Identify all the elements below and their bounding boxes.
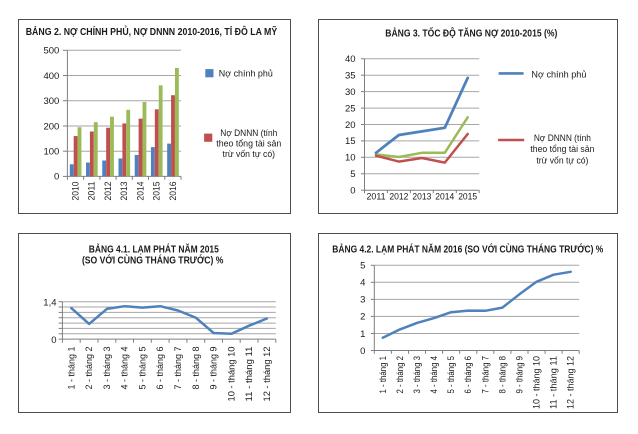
svg-text:3 - tháng 3: 3 - tháng 3 <box>102 347 112 390</box>
svg-text:trừ vốn tự có): trừ vốn tự có) <box>536 156 588 167</box>
svg-text:BẢNG 4.1. LẠM PHÁT NĂM 2015: BẢNG 4.1. LẠM PHÁT NĂM 2015 <box>89 243 219 256</box>
svg-text:11 - tháng 11: 11 - tháng 11 <box>549 356 559 409</box>
svg-text:10 - tháng 10: 10 - tháng 10 <box>532 356 542 409</box>
svg-text:0: 0 <box>350 186 355 197</box>
svg-text:2012: 2012 <box>389 191 408 202</box>
svg-text:2 - tháng 2: 2 - tháng 2 <box>84 347 94 390</box>
svg-text:2016: 2016 <box>168 182 178 201</box>
svg-text:BẢNG 4.2. LẠM PHÁT NĂM 2016 (S: BẢNG 4.2. LẠM PHÁT NĂM 2016 (SO VỚI CÙNG… <box>332 242 603 255</box>
svg-text:trừ vốn tự có): trừ vốn tự có) <box>223 149 276 160</box>
svg-text:25: 25 <box>345 103 356 114</box>
svg-text:8 - tháng 8: 8 - tháng 8 <box>497 356 507 394</box>
svg-text:2 - tháng 2: 2 - tháng 2 <box>395 356 405 394</box>
svg-text:BẢNG 2. NỢ CHÍNH PHỦ, NỢ DNNN: BẢNG 2. NỢ CHÍNH PHỦ, NỢ DNNN 2010-2016,… <box>26 25 278 38</box>
svg-text:500: 500 <box>43 46 59 57</box>
svg-text:12 - tháng 12: 12 - tháng 12 <box>566 356 576 409</box>
svg-text:2015: 2015 <box>152 182 162 201</box>
svg-text:1 - tháng 1: 1 - tháng 1 <box>66 347 76 390</box>
svg-text:2: 2 <box>360 312 365 323</box>
svg-text:1 - tháng 1: 1 - tháng 1 <box>378 356 388 394</box>
svg-text:1,4: 1,4 <box>43 298 56 309</box>
svg-text:2013: 2013 <box>412 191 431 202</box>
svg-text:0: 0 <box>360 346 365 357</box>
svg-text:10: 10 <box>345 153 356 164</box>
svg-text:3 - tháng 3: 3 - tháng 3 <box>412 356 422 394</box>
svg-text:7 - tháng 7: 7 - tháng 7 <box>480 356 490 394</box>
svg-text:Nợ DNNN (tính: Nợ DNNN (tính <box>534 133 591 144</box>
svg-text:7 - tháng 7: 7 - tháng 7 <box>173 347 183 390</box>
svg-text:20: 20 <box>345 120 356 131</box>
svg-text:2013: 2013 <box>119 182 129 201</box>
svg-text:2014: 2014 <box>135 182 145 201</box>
svg-text:9 - tháng 9: 9 - tháng 9 <box>209 347 219 390</box>
svg-text:Nợ DNNN (tính: Nợ DNNN (tính <box>220 128 277 139</box>
svg-text:5 - tháng 5: 5 - tháng 5 <box>446 356 456 394</box>
svg-text:2011: 2011 <box>367 191 386 202</box>
svg-text:theo tổng tài sản: theo tổng tài sản <box>530 144 594 155</box>
svg-text:4 - tháng 4: 4 - tháng 4 <box>120 347 130 390</box>
svg-text:9 - tháng 9: 9 - tháng 9 <box>514 356 524 394</box>
svg-text:400: 400 <box>43 71 59 82</box>
svg-text:30: 30 <box>345 87 356 98</box>
svg-text:(SO VỚI CÙNG THÁNG TRƯỚC) %: (SO VỚI CÙNG THÁNG TRƯỚC) % <box>82 253 224 266</box>
svg-text:2011: 2011 <box>87 182 97 201</box>
svg-text:0: 0 <box>51 335 56 346</box>
svg-text:15: 15 <box>345 136 356 147</box>
svg-text:2012: 2012 <box>103 182 113 201</box>
svg-text:6 - tháng 6: 6 - tháng 6 <box>155 347 165 390</box>
svg-text:200: 200 <box>43 121 59 132</box>
svg-text:100: 100 <box>43 146 59 157</box>
svg-text:40: 40 <box>345 54 356 65</box>
svg-text:Nợ chính phủ: Nợ chính phủ <box>219 69 273 80</box>
svg-text:11 - tháng 11: 11 - tháng 11 <box>244 347 254 402</box>
svg-text:2014: 2014 <box>435 191 454 202</box>
svg-text:0: 0 <box>54 172 59 183</box>
svg-text:1: 1 <box>360 329 365 340</box>
svg-text:10 - tháng 10: 10 - tháng 10 <box>226 347 236 402</box>
svg-text:BẢNG 3. TỐC ĐỘ TĂNG NỢ 2010-20: BẢNG 3. TỐC ĐỘ TĂNG NỢ 2010-2015 (%) <box>385 25 557 39</box>
svg-text:5: 5 <box>350 169 355 180</box>
svg-text:300: 300 <box>43 96 59 107</box>
svg-text:4 - tháng 4: 4 - tháng 4 <box>429 356 439 394</box>
svg-text:5: 5 <box>360 261 365 272</box>
svg-text:theo tổng tài sản: theo tổng tài sản <box>216 139 281 150</box>
svg-text:35: 35 <box>345 71 356 82</box>
svg-text:4: 4 <box>360 278 365 289</box>
svg-text:2015: 2015 <box>458 191 477 202</box>
svg-text:5 - tháng 5: 5 - tháng 5 <box>137 347 147 390</box>
svg-text:3: 3 <box>360 295 365 306</box>
svg-text:12 - tháng 12: 12 - tháng 12 <box>262 347 272 402</box>
svg-text:Nợ chính phủ: Nợ chính phủ <box>531 70 586 81</box>
svg-text:8 - tháng 8: 8 - tháng 8 <box>191 347 201 390</box>
svg-text:6 - tháng 6: 6 - tháng 6 <box>463 356 473 394</box>
svg-text:2010: 2010 <box>71 182 81 201</box>
